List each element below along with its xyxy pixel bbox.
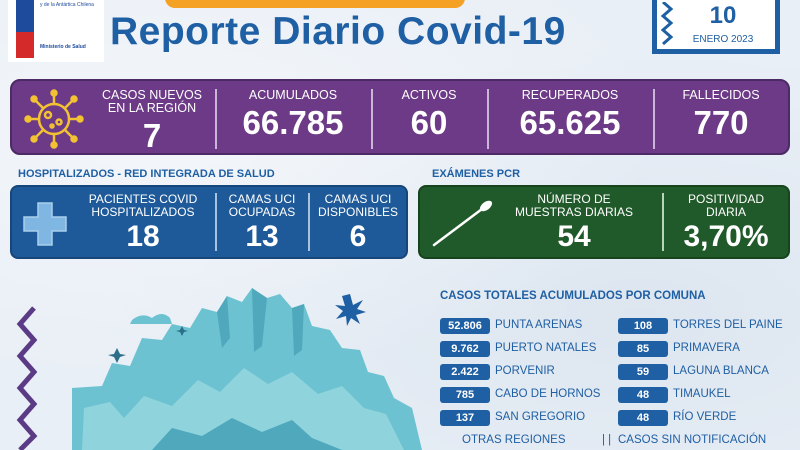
divider bbox=[487, 89, 489, 149]
pcr-section-label: EXÁMENES PCR bbox=[432, 168, 521, 180]
stat-label: CASOS NUEVOS bbox=[101, 88, 203, 102]
ministry-logo: y de la Antártica Chilena Ministerio de … bbox=[8, 0, 104, 62]
stat-label: ACUMULADOS bbox=[248, 88, 338, 102]
comuna-name: TORRES DEL PAINE bbox=[673, 319, 783, 331]
medical-cross-icon bbox=[23, 202, 67, 246]
comuna-name: TIMAUKEL bbox=[673, 388, 731, 400]
hosp-uci-occupied: CAMAS UCI OCUPADAS 13 bbox=[218, 187, 306, 257]
comunas-title: CASOS TOTALES ACUMULADOS POR COMUNA bbox=[440, 290, 706, 302]
comuna-count: 59 bbox=[618, 364, 668, 380]
stat-deceased: FALLECIDOS 770 bbox=[656, 81, 786, 153]
comuna-name: CABO DE HORNOS bbox=[495, 388, 601, 400]
comuna-count: 85 bbox=[618, 341, 668, 357]
divider bbox=[215, 89, 217, 149]
comuna-name: PORVENIR bbox=[495, 365, 555, 377]
divider bbox=[215, 193, 217, 251]
hospital-panel: PACIENTES COVID HOSPITALIZADOS 18 CAMAS U… bbox=[10, 185, 408, 259]
hosp-label: PACIENTES COVID bbox=[88, 192, 198, 206]
comuna-name: PUERTO NATALES bbox=[495, 342, 597, 354]
date-card: 10 ENERO 2023 bbox=[652, 0, 780, 54]
comuna-count: 52.806 bbox=[440, 318, 490, 334]
region-stats-panel: CASOS NUEVOS EN LA REGIÓN 7 ACUMULADOS 66… bbox=[10, 79, 790, 155]
comuna-count: 137 bbox=[440, 410, 490, 426]
stat-recovered: RECUPERADOS 65.625 bbox=[490, 81, 650, 153]
hosp-label: OCUPADAS bbox=[228, 205, 296, 219]
pcr-value: 54 bbox=[557, 220, 591, 253]
swab-icon bbox=[432, 200, 493, 247]
pcr-label: MUESTRAS DIARIAS bbox=[514, 205, 634, 219]
mountain-landscape bbox=[16, 288, 422, 450]
date-month: ENERO 2023 bbox=[692, 34, 754, 45]
date-day: 10 bbox=[709, 2, 737, 29]
ministry-line1: y de la Antártica Chilena bbox=[40, 2, 94, 8]
hosp-patients: PACIENTES COVID HOSPITALIZADOS 18 bbox=[74, 187, 212, 257]
divider bbox=[371, 89, 373, 149]
ministry-line2: Ministerio de Salud bbox=[40, 44, 86, 50]
comuna-count: 48 bbox=[618, 387, 668, 403]
stat-value: 770 bbox=[693, 104, 749, 141]
virus-icon bbox=[24, 89, 84, 149]
divider bbox=[662, 193, 664, 251]
stat-new-cases: CASOS NUEVOS EN LA REGIÓN 7 bbox=[92, 81, 212, 153]
stat-active: ACTIVOS 60 bbox=[374, 81, 484, 153]
pcr-label: DIARIA bbox=[705, 205, 746, 219]
divider bbox=[308, 193, 310, 251]
hosp-value: 13 bbox=[245, 220, 279, 253]
stat-label: EN LA REGIÓN bbox=[107, 101, 197, 115]
comuna-count: 48 bbox=[618, 410, 668, 426]
comuna-name: SAN GREGORIO bbox=[495, 411, 586, 423]
stat-label: ACTIVOS bbox=[401, 88, 457, 102]
comuna-name: PRIMAVERA bbox=[673, 342, 740, 354]
region-banner bbox=[165, 0, 465, 8]
pcr-label: POSITIVIDAD bbox=[687, 192, 764, 206]
footer-separator: | | bbox=[602, 434, 612, 446]
footer-other-regions: OTRAS REGIONES bbox=[462, 434, 566, 446]
comuna-count: 9.762 bbox=[440, 341, 490, 357]
pcr-label: NÚMERO DE bbox=[537, 192, 611, 206]
comuna-count: 108 bbox=[618, 318, 668, 334]
pcr-positivity: POSITIVIDAD DIARIA 3,70% bbox=[665, 187, 787, 257]
stat-value: 65.625 bbox=[519, 104, 621, 141]
divider bbox=[653, 89, 655, 149]
hosp-uci-available: CAMAS UCI DISPONIBLES 6 bbox=[311, 187, 405, 257]
stat-value: 60 bbox=[410, 104, 448, 141]
pcr-samples: NÚMERO DE MUESTRAS DIARIAS 54 bbox=[490, 187, 658, 257]
page-title: Reporte Diario Covid-19 bbox=[110, 10, 566, 53]
hosp-value: 6 bbox=[349, 220, 367, 253]
zigzag-decoration bbox=[661, 2, 674, 46]
comuna-name: PUNTA ARENAS bbox=[495, 319, 583, 331]
pcr-value: 3,70% bbox=[683, 220, 769, 253]
comuna-name: RÍO VERDE bbox=[673, 411, 737, 423]
footer-no-notification: CASOS SIN NOTIFICACIÓN bbox=[618, 434, 767, 446]
comuna-count: 785 bbox=[440, 387, 490, 403]
stat-value: 7 bbox=[142, 117, 162, 154]
comuna-name: LAGUNA BLANCA bbox=[673, 365, 769, 377]
hosp-label: CAMAS UCI bbox=[228, 192, 296, 206]
hospital-section-label: HOSPITALIZADOS - RED INTEGRADA DE SALUD bbox=[18, 168, 275, 180]
hosp-label: HOSPITALIZADOS bbox=[91, 205, 195, 219]
hosp-label: CAMAS UCI bbox=[324, 192, 392, 206]
stat-label: RECUPERADOS bbox=[521, 88, 619, 102]
hosp-value: 18 bbox=[126, 220, 160, 253]
comuna-count: 2.422 bbox=[440, 364, 490, 380]
flag-icon bbox=[16, 0, 34, 58]
stat-label: FALLECIDOS bbox=[682, 88, 760, 102]
hosp-label: DISPONIBLES bbox=[317, 205, 399, 219]
stat-accumulated: ACUMULADOS 66.785 bbox=[218, 81, 368, 153]
stat-value: 66.785 bbox=[242, 104, 344, 141]
pcr-panel: NÚMERO DE MUESTRAS DIARIAS 54 POSITIVIDAD… bbox=[418, 185, 790, 259]
